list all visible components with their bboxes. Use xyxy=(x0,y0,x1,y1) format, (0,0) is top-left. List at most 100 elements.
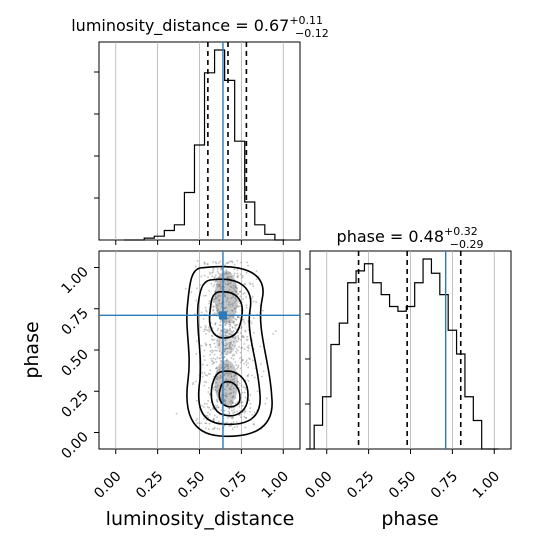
sample-point xyxy=(228,316,230,319)
sample-point xyxy=(217,406,220,409)
sample-point xyxy=(218,276,221,278)
sample-point xyxy=(240,384,243,387)
sample-point xyxy=(224,339,227,341)
sample-point xyxy=(223,356,226,358)
sample-point xyxy=(235,352,238,354)
sample-point xyxy=(203,406,205,409)
title-minus: −0.12 xyxy=(295,27,329,40)
sample-point xyxy=(233,426,236,429)
sample-point xyxy=(233,375,235,378)
sample-point xyxy=(203,330,206,333)
title-param: luminosity_distance xyxy=(71,16,230,36)
sample-point xyxy=(233,289,236,291)
sample-point xyxy=(220,303,223,305)
sample-point xyxy=(243,415,246,418)
sample-point xyxy=(231,409,233,412)
sample-point xyxy=(230,260,232,263)
sample-point xyxy=(205,309,207,312)
sample-point xyxy=(248,282,251,284)
sample-point xyxy=(218,428,221,430)
sample-point xyxy=(232,336,234,339)
sample-point xyxy=(244,396,247,399)
sample-point xyxy=(230,334,233,336)
sample-point xyxy=(248,399,250,402)
sample-point xyxy=(214,295,216,298)
sample-point xyxy=(246,338,249,341)
sample-point xyxy=(224,324,227,327)
sample-point xyxy=(256,390,259,393)
sample-point xyxy=(224,394,227,397)
sample-point xyxy=(252,300,255,303)
sample-point xyxy=(207,276,209,279)
sample-point xyxy=(225,342,228,345)
sample-point xyxy=(226,372,229,375)
sample-point xyxy=(225,329,228,332)
x-tick-label: 0.00 xyxy=(91,469,124,502)
sample-point xyxy=(233,411,236,413)
sample-point xyxy=(251,295,254,298)
sample-point xyxy=(228,320,231,323)
contour-line xyxy=(208,290,244,339)
sample-point xyxy=(245,271,248,274)
sample-point xyxy=(223,295,226,298)
sample-point xyxy=(225,322,228,325)
sample-point xyxy=(241,346,244,349)
sample-point xyxy=(231,309,234,312)
sample-point xyxy=(208,330,210,333)
sample-point xyxy=(229,325,231,328)
sample-point xyxy=(228,323,230,326)
sample-point xyxy=(252,285,255,288)
sample-point xyxy=(190,291,193,293)
sample-point xyxy=(227,262,229,265)
sample-point xyxy=(225,395,228,398)
sample-point xyxy=(215,296,217,299)
sample-point xyxy=(216,416,218,418)
sample-point xyxy=(230,416,233,419)
sample-point xyxy=(234,297,237,300)
sample-point xyxy=(212,419,215,421)
sample-point xyxy=(205,328,207,331)
sample-point xyxy=(223,409,226,412)
density-blob xyxy=(216,328,237,355)
sample-point xyxy=(205,294,207,297)
sample-point xyxy=(227,410,230,413)
sample-point xyxy=(241,404,244,407)
sample-point xyxy=(220,367,223,369)
sample-point xyxy=(212,285,215,288)
sample-point xyxy=(219,357,222,360)
sample-point xyxy=(228,387,231,390)
sample-point xyxy=(217,311,220,314)
sample-point xyxy=(229,387,232,390)
sample-point xyxy=(203,380,206,383)
sample-point xyxy=(210,338,213,341)
sample-point xyxy=(226,351,229,353)
sample-point xyxy=(236,304,239,307)
sample-point xyxy=(249,394,252,396)
sample-point xyxy=(228,344,231,347)
sample-point xyxy=(224,334,227,337)
sample-point xyxy=(204,324,207,327)
sample-point xyxy=(217,420,220,423)
sample-point xyxy=(204,342,207,345)
sample-point xyxy=(235,350,237,353)
sample-point xyxy=(203,402,206,405)
sample-point xyxy=(231,396,234,399)
quantile-lines xyxy=(357,251,462,449)
sample-point xyxy=(212,299,215,301)
sample-point xyxy=(217,299,220,302)
sample-point xyxy=(220,324,222,327)
sample-point xyxy=(230,385,233,388)
sample-point xyxy=(245,388,247,391)
sample-point xyxy=(240,326,243,329)
sample-point xyxy=(233,345,236,347)
sample-point xyxy=(253,376,256,379)
sample-point xyxy=(228,407,231,410)
sample-point xyxy=(230,375,233,378)
sample-point xyxy=(223,366,226,368)
sample-point xyxy=(194,265,197,268)
sample-point xyxy=(213,297,216,300)
luminosity-distance-histogram-panel: luminosity_distance = 0.67+0.11 −0.12 xyxy=(71,14,329,245)
sample-point xyxy=(237,293,240,295)
sample-point xyxy=(214,345,217,348)
sample-point xyxy=(241,401,244,404)
